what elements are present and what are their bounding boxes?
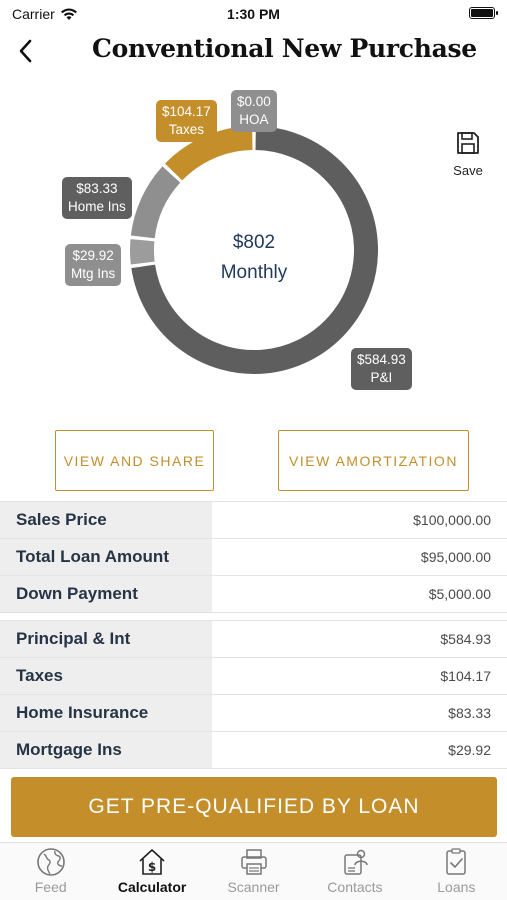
table-row: Principal & Int $584.93 <box>0 621 507 658</box>
tab-calculator[interactable]: $ Calculator <box>101 843 202 900</box>
segment-label: Home Ins <box>68 199 126 214</box>
tab-label: Scanner <box>227 879 280 895</box>
row-value: $100,000.00 <box>413 512 491 528</box>
globe-icon <box>35 847 67 877</box>
row-value: $83.33 <box>448 705 491 721</box>
contacts-icon <box>339 847 371 877</box>
row-label: Sales Price <box>0 502 212 538</box>
row-label: Mortgage Ins <box>0 732 212 768</box>
view-and-share-button[interactable]: VIEW AND SHARE <box>55 430 214 491</box>
chevron-left-icon <box>19 39 32 63</box>
table-row: Home Insurance $83.33 <box>0 695 507 732</box>
segment-tag-mtg-ins[interactable]: $29.92 Mtg Ins <box>65 244 122 286</box>
tab-bar: Feed $ Calculator Scanner <box>0 842 507 900</box>
tab-feed[interactable]: Feed <box>0 843 101 900</box>
save-label: Save <box>453 163 483 178</box>
monthly-total-amount: $802 <box>232 232 276 253</box>
page-title: Conventional New Purchase <box>92 34 477 63</box>
segment-amount: $584.93 <box>357 352 406 367</box>
row-value: $5,000.00 <box>428 586 491 602</box>
segment-tag-pi[interactable]: $584.93 P&I <box>351 348 412 390</box>
carrier-info: Carrier <box>12 6 78 22</box>
nav-header: Conventional New Purchase <box>0 28 507 74</box>
table-row: Total Loan Amount $95,000.00 <box>0 539 507 576</box>
view-amortization-button[interactable]: VIEW AMORTIZATION <box>278 430 469 491</box>
clock: 1:30 PM <box>227 6 280 22</box>
segment-tag-taxes[interactable]: $104.17 Taxes <box>156 100 217 142</box>
row-label: Principal & Int <box>0 621 212 657</box>
row-label: Home Insurance <box>0 695 212 731</box>
tab-contacts[interactable]: Contacts <box>304 843 405 900</box>
payment-donut-chart: $802 Monthly $0.00 HOA $104.17 Taxes $83… <box>0 80 507 420</box>
tab-label: Loans <box>437 879 476 895</box>
donut-segment-taxes <box>164 126 253 181</box>
clipboard-check-icon <box>440 847 472 877</box>
back-button[interactable] <box>10 34 40 68</box>
row-label: Total Loan Amount <box>0 539 212 575</box>
segment-amount: $83.33 <box>76 181 118 196</box>
donut-segment-p-i <box>131 126 378 374</box>
segment-tag-home-ins[interactable]: $83.33 Home Ins <box>62 177 132 219</box>
segment-amount: $29.92 <box>72 248 114 263</box>
row-label: Down Payment <box>0 576 212 612</box>
row-value: $584.93 <box>440 631 491 647</box>
table-row: Mortgage Ins $29.92 <box>0 732 507 769</box>
payment-breakdown-table: Principal & Int $584.93 Taxes $104.17 Ho… <box>0 620 507 769</box>
save-button[interactable]: Save <box>448 130 488 178</box>
donut-svg <box>130 126 378 374</box>
tab-scanner[interactable]: Scanner <box>203 843 304 900</box>
segment-label: Mtg Ins <box>71 266 116 281</box>
table-row: Sales Price $100,000.00 <box>0 502 507 539</box>
segment-label: P&I <box>370 370 393 385</box>
svg-text:$: $ <box>148 860 156 874</box>
carrier-label: Carrier <box>12 6 55 22</box>
view-and-share-label: VIEW AND SHARE <box>63 452 206 469</box>
get-pre-qualified-button[interactable]: GET PRE-QUALIFIED BY LOAN <box>11 777 497 837</box>
loan-details-table: Sales Price $100,000.00 Total Loan Amoun… <box>0 501 507 613</box>
segment-amount: $0.00 <box>237 94 271 109</box>
donut-segment-home-ins <box>130 166 181 239</box>
tab-label: Calculator <box>117 879 187 895</box>
tab-label: Feed <box>34 879 67 895</box>
floppy-disk-icon <box>457 132 479 154</box>
row-value: $104.17 <box>440 668 491 684</box>
wifi-icon <box>60 8 77 20</box>
segment-label: HOA <box>239 112 269 127</box>
battery-icon <box>469 7 498 19</box>
row-value: $95,000.00 <box>420 549 491 565</box>
table-row: Taxes $104.17 <box>0 658 507 695</box>
row-value: $29.92 <box>448 742 491 758</box>
get-pre-qualified-label: GET PRE-QUALIFIED BY LOAN <box>88 795 420 818</box>
printer-icon <box>238 847 270 877</box>
calculator-house-icon: $ <box>136 847 168 877</box>
view-amortization-label: VIEW AMORTIZATION <box>289 452 458 469</box>
tab-loans[interactable]: Loans <box>406 843 507 900</box>
monthly-total-label: Monthly <box>220 262 288 283</box>
segment-label: Taxes <box>168 122 205 137</box>
tab-label: Contacts <box>327 879 383 895</box>
table-row: Down Payment $5,000.00 <box>0 576 507 613</box>
row-label: Taxes <box>0 658 212 694</box>
segment-amount: $104.17 <box>162 104 211 119</box>
segment-tag-hoa[interactable]: $0.00 HOA <box>231 90 277 132</box>
status-bar: Carrier 1:30 PM <box>0 0 507 28</box>
donut-segment-mtg-ins <box>130 239 155 265</box>
